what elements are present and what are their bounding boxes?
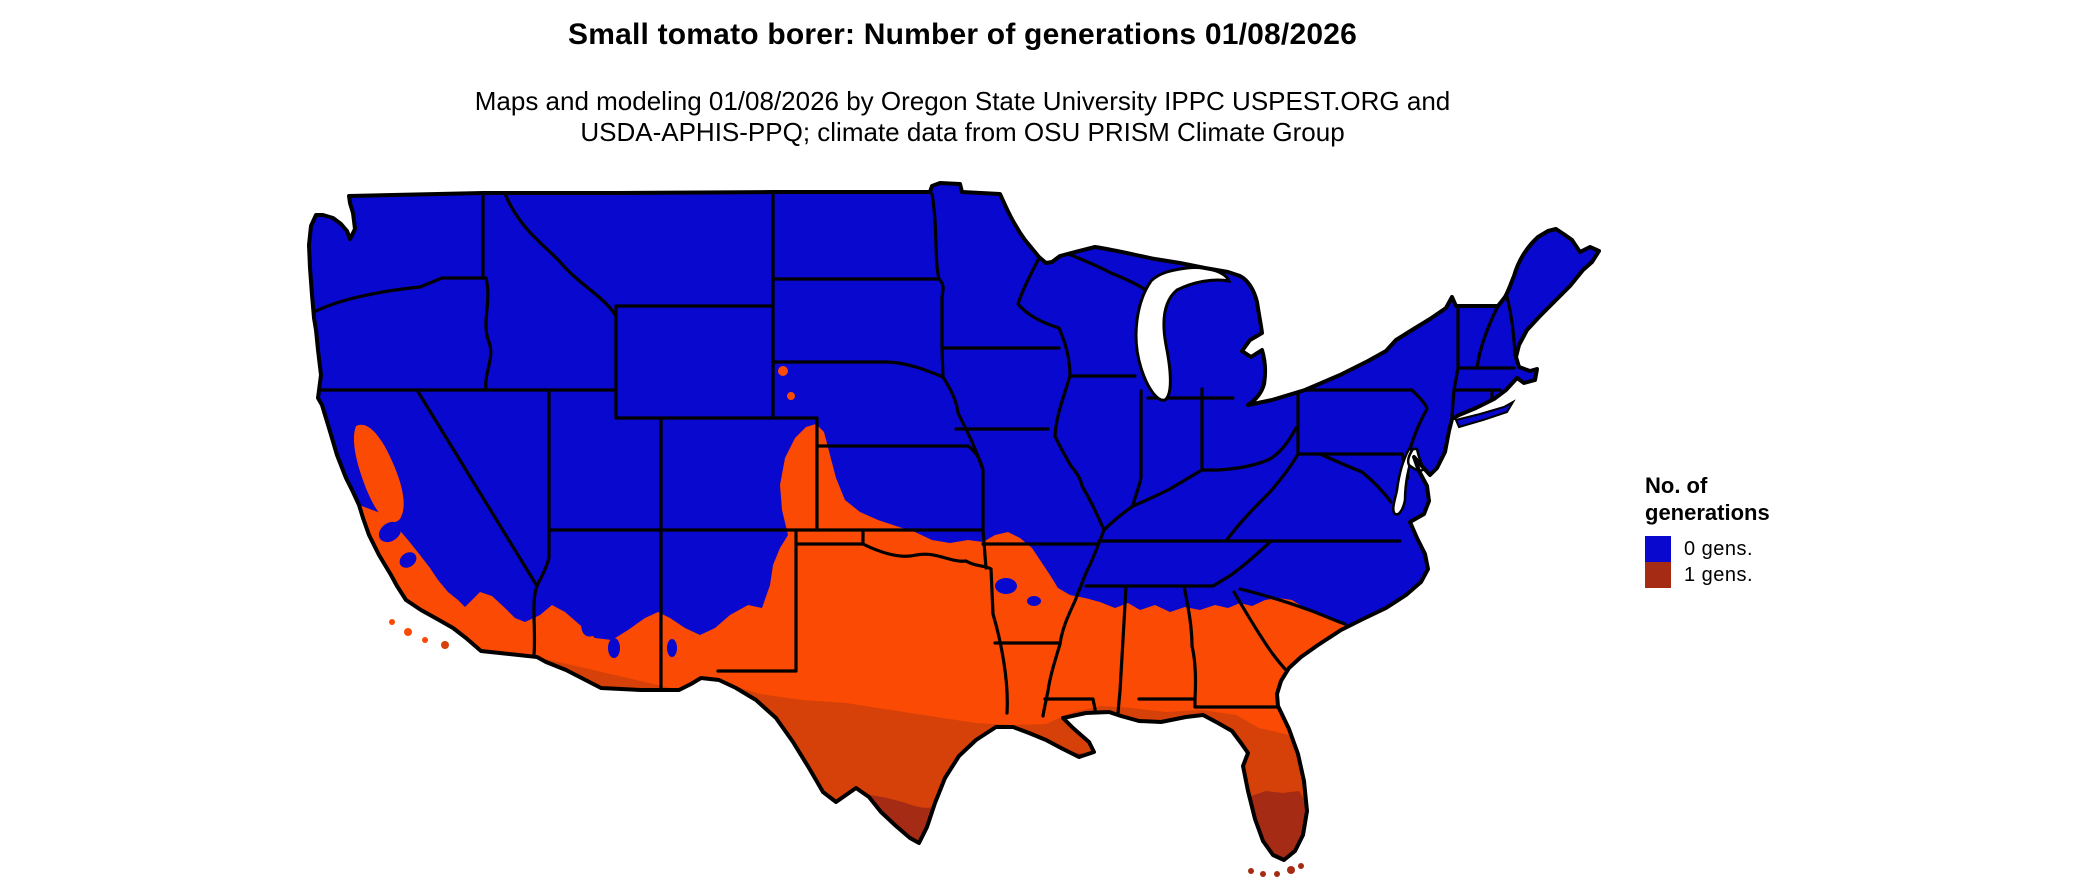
legend-swatch-1-gens	[1645, 562, 1671, 588]
region-blue-pocket	[581, 607, 603, 637]
florida-keys	[1287, 866, 1295, 874]
legend-title-line-2: generations	[1645, 500, 1770, 525]
region-blue-pocket	[378, 521, 402, 543]
region-orange-pocket	[787, 392, 795, 400]
region-orange-pocket	[778, 366, 788, 376]
legend-item-0-gens: 0 gens.	[1645, 536, 1865, 562]
florida-keys	[1274, 871, 1280, 877]
attribution-line-1: Maps and modeling 01/08/2026 by Oregon S…	[474, 86, 1451, 116]
legend: No. of generations 0 gens. 1 gens.	[1645, 472, 1865, 588]
state-borders	[312, 192, 1517, 718]
attribution-subtitle: Maps and modeling 01/08/2026 by Oregon S…	[0, 86, 1925, 148]
channel-island	[441, 641, 449, 649]
legend-item-1-gens: 1 gens.	[1645, 562, 1865, 588]
florida-keys	[1248, 868, 1254, 874]
florida-keys	[1260, 871, 1266, 877]
region-blue-pocket	[608, 638, 620, 658]
legend-title: No. of generations	[1645, 472, 1865, 526]
region-blue-pocket	[995, 578, 1017, 594]
region-blue-pocket	[399, 552, 417, 568]
region-blue-pocket	[667, 639, 677, 657]
channel-island	[404, 628, 412, 636]
page-title: Small tomato borer: Number of generation…	[568, 18, 1357, 51]
region-blue-pocket	[1027, 596, 1041, 606]
legend-items: 0 gens. 1 gens.	[1645, 536, 1865, 588]
legend-title-line-1: No. of	[1645, 473, 1708, 498]
region-south-texas-deep	[846, 788, 935, 843]
florida-keys	[1298, 863, 1304, 869]
legend-swatch-0-gens	[1645, 536, 1671, 562]
channel-island	[422, 637, 428, 643]
legend-label-1-gens: 1 gens.	[1684, 563, 1754, 586]
attribution-line-2: USDA-APHIS-PPQ; climate data from OSU PR…	[580, 117, 1345, 147]
region-california-valley	[353, 424, 404, 523]
long-island	[1454, 399, 1516, 429]
channel-island	[389, 619, 395, 625]
region-blue-pocket	[687, 604, 713, 620]
legend-label-0-gens: 0 gens.	[1684, 537, 1754, 560]
